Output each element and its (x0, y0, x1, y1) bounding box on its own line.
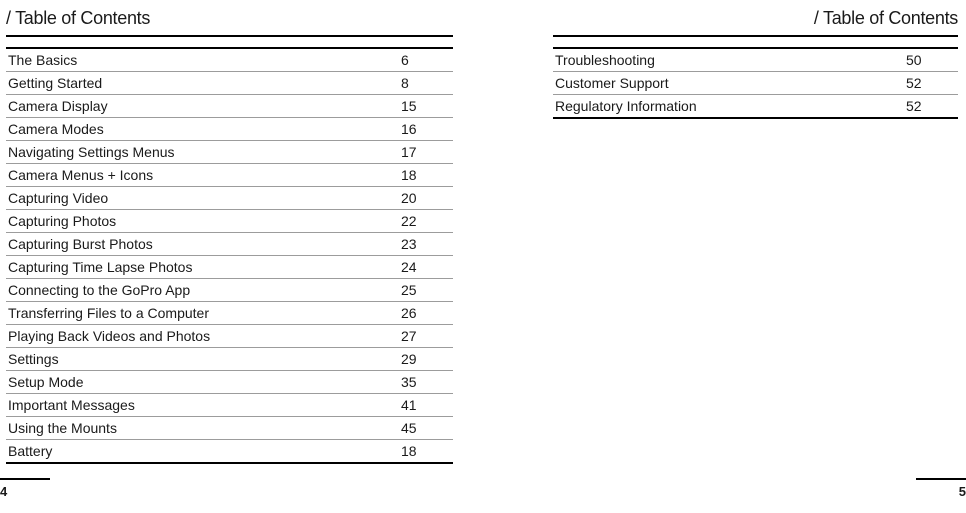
toc-entry-page: 16 (391, 121, 451, 137)
toc-row: The Basics6 (6, 47, 453, 71)
toc-entry-page: 41 (391, 397, 451, 413)
toc-entry-title: Using the Mounts (8, 420, 391, 436)
toc-row: Battery18 (6, 439, 453, 462)
toc-entry-title: Playing Back Videos and Photos (8, 328, 391, 344)
toc-entry-title: Regulatory Information (555, 98, 896, 114)
toc-entry-page: 52 (896, 98, 956, 114)
toc-row: Capturing Photos22 (6, 209, 453, 232)
left-page: / Table of Contents The Basics6Getting S… (0, 0, 483, 513)
toc-entry-title: Camera Menus + Icons (8, 167, 391, 183)
toc-row: Capturing Video20 (6, 186, 453, 209)
toc-row: Camera Menus + Icons18 (6, 163, 453, 186)
toc-row: Capturing Burst Photos23 (6, 232, 453, 255)
toc-entry-title: Connecting to the GoPro App (8, 282, 391, 298)
toc-heading-left: / Table of Contents (6, 8, 453, 37)
toc-row: Capturing Time Lapse Photos24 (6, 255, 453, 278)
toc-entry-page: 27 (391, 328, 451, 344)
toc-entry-page: 52 (896, 75, 956, 91)
toc-entry-title: Capturing Video (8, 190, 391, 206)
toc-entry-page: 22 (391, 213, 451, 229)
toc-entry-title: Getting Started (8, 75, 391, 91)
toc-row: Camera Modes16 (6, 117, 453, 140)
toc-row: Getting Started8 (6, 71, 453, 94)
toc-row: Customer Support52 (553, 71, 958, 94)
toc-entry-page: 20 (391, 190, 451, 206)
toc-row: Navigating Settings Menus17 (6, 140, 453, 163)
toc-entry-page: 26 (391, 305, 451, 321)
toc-entry-page: 17 (391, 144, 451, 160)
toc-entry-page: 29 (391, 351, 451, 367)
toc-row: Connecting to the GoPro App25 (6, 278, 453, 301)
toc-row: Troubleshooting50 (553, 47, 958, 71)
toc-entry-title: Setup Mode (8, 374, 391, 390)
toc-row: Setup Mode35 (6, 370, 453, 393)
toc-entry-title: Customer Support (555, 75, 896, 91)
toc-entry-title: Important Messages (8, 397, 391, 413)
toc-row: Important Messages41 (6, 393, 453, 416)
toc-row: Regulatory Information52 (553, 94, 958, 117)
toc-table-right: Troubleshooting50Customer Support52Regul… (553, 47, 958, 119)
toc-entry-title: Battery (8, 443, 391, 459)
toc-entry-page: 8 (391, 75, 451, 91)
toc-entry-page: 35 (391, 374, 451, 390)
page-spread: / Table of Contents The Basics6Getting S… (0, 0, 966, 513)
toc-entry-title: Capturing Burst Photos (8, 236, 391, 252)
toc-entry-title: Settings (8, 351, 391, 367)
toc-entry-title: Camera Modes (8, 121, 391, 137)
toc-table-left: The Basics6Getting Started8Camera Displa… (6, 47, 453, 464)
toc-entry-page: 18 (391, 167, 451, 183)
toc-entry-page: 25 (391, 282, 451, 298)
toc-entry-title: Capturing Photos (8, 213, 391, 229)
toc-row: Using the Mounts45 (6, 416, 453, 439)
toc-entry-title: Transferring Files to a Computer (8, 305, 391, 321)
page-number-right: 5 (916, 478, 966, 499)
toc-entry-title: The Basics (8, 52, 391, 68)
toc-entry-page: 50 (896, 52, 956, 68)
toc-entry-title: Camera Display (8, 98, 391, 114)
toc-heading-right: / Table of Contents (553, 8, 958, 37)
toc-entry-title: Navigating Settings Menus (8, 144, 391, 160)
toc-row: Settings29 (6, 347, 453, 370)
toc-entry-page: 24 (391, 259, 451, 275)
toc-entry-page: 15 (391, 98, 451, 114)
toc-row: Camera Display15 (6, 94, 453, 117)
page-number-left: 4 (0, 478, 50, 499)
toc-row: Transferring Files to a Computer26 (6, 301, 453, 324)
toc-entry-title: Troubleshooting (555, 52, 896, 68)
toc-entry-title: Capturing Time Lapse Photos (8, 259, 391, 275)
toc-entry-page: 23 (391, 236, 451, 252)
toc-entry-page: 18 (391, 443, 451, 459)
right-page: / Table of Contents Troubleshooting50Cus… (483, 0, 966, 513)
toc-entry-page: 45 (391, 420, 451, 436)
toc-row: Playing Back Videos and Photos27 (6, 324, 453, 347)
toc-entry-page: 6 (391, 52, 451, 68)
